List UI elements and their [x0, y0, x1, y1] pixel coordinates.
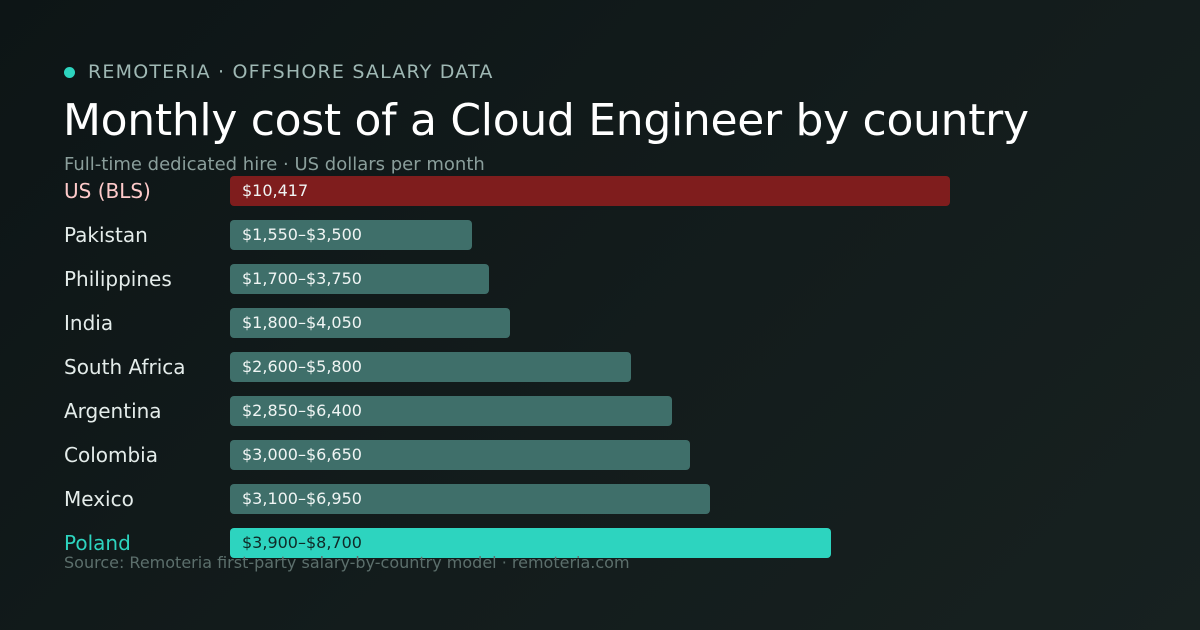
bar-value-label: $3,100–$6,950 [242, 489, 362, 508]
bar [230, 220, 472, 250]
bar [230, 176, 950, 206]
chart-subtitle: Full-time dedicated hire · US dollars pe… [64, 154, 485, 175]
category-label: Pakistan [64, 223, 148, 247]
category-label: Colombia [64, 443, 158, 467]
bar [230, 528, 831, 558]
category-label: Argentina [64, 399, 162, 423]
category-label: US (BLS) [64, 179, 151, 203]
brand-dot-icon [64, 66, 75, 78]
bar-value-label: $1,550–$3,500 [242, 225, 362, 244]
bar-value-label: $2,850–$6,400 [242, 401, 362, 420]
category-label: Mexico [64, 487, 134, 511]
chart-title: Monthly cost of a Cloud Engineer by coun… [63, 95, 1029, 146]
source-note: Source: Remoteria first-party salary-by-… [64, 553, 630, 572]
category-label: Philippines [64, 267, 172, 291]
bar [230, 396, 672, 426]
category-label: South Africa [64, 355, 186, 379]
bar [230, 352, 631, 382]
bar-value-label: $3,900–$8,700 [242, 533, 362, 552]
bar [230, 264, 489, 294]
bar [230, 440, 690, 470]
bar [230, 484, 710, 514]
category-label: Poland [64, 531, 131, 555]
bar-value-label: $1,700–$3,750 [242, 269, 362, 288]
bar-value-label: $3,000–$6,650 [242, 445, 362, 464]
bar-value-label: $2,600–$5,800 [242, 357, 362, 376]
category-label: India [64, 311, 114, 335]
brand-row: REMOTERIA · OFFSHORE SALARY DATA [64, 60, 494, 84]
bar [230, 308, 510, 338]
brand-label: REMOTERIA · OFFSHORE SALARY DATA [88, 61, 494, 83]
bar-value-label: $10,417 [242, 181, 309, 200]
bar-value-label: $1,800–$4,050 [242, 313, 362, 332]
